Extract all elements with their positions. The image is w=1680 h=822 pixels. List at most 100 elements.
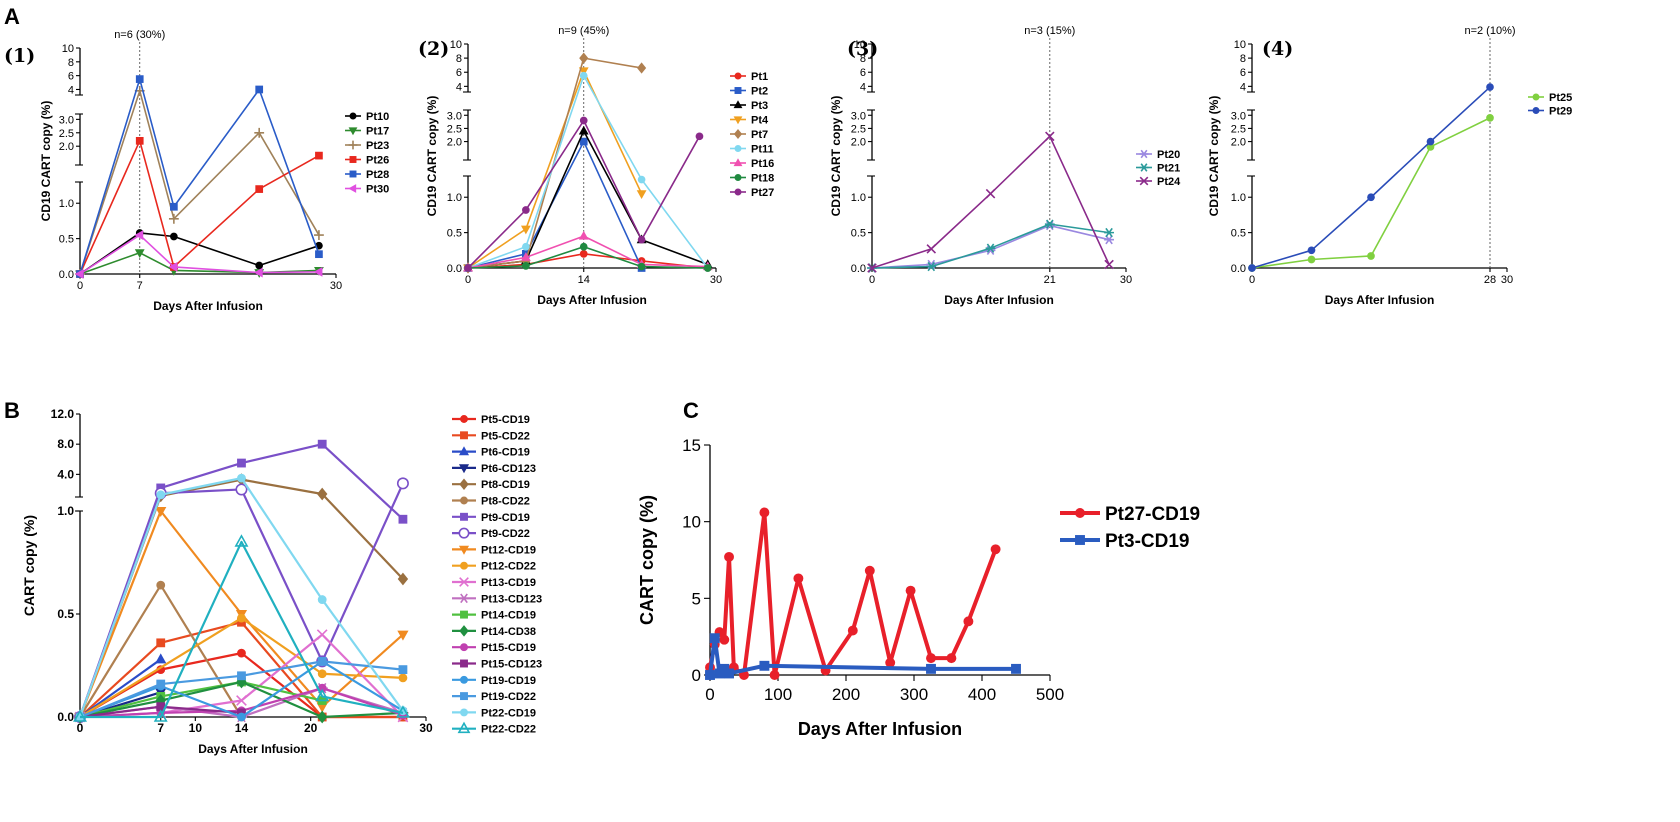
- legend-marker: [348, 127, 358, 136]
- x-tick-label: 200: [832, 685, 860, 704]
- legend-marker: [458, 593, 470, 604]
- panel-letter-b: B: [4, 398, 20, 423]
- x-tick-label: 0: [77, 721, 84, 735]
- legend-entry-pt6-cd123: Pt6-CD123: [452, 463, 536, 475]
- series-pt24: [867, 131, 1114, 273]
- data-point: [395, 705, 410, 718]
- data-point: [135, 75, 144, 83]
- y-tick-label: 10: [682, 513, 701, 532]
- legend-marker: [1139, 176, 1149, 186]
- legend-label: Pt28: [366, 169, 389, 181]
- y-tick-label: 8: [1240, 53, 1246, 65]
- data-point: [235, 483, 248, 496]
- x-tick-label: 10: [189, 721, 203, 735]
- data-point: [926, 244, 937, 254]
- series-pt28: [76, 75, 323, 278]
- y-tick-label: 2.0: [1231, 137, 1246, 149]
- y-tick-label: 4: [860, 81, 866, 93]
- x-tick-label: 30: [330, 280, 342, 292]
- legend: Pt27-CD19 Pt3-CD19: [1060, 504, 1200, 552]
- data-point: [963, 616, 974, 627]
- legend-label: Pt9-CD22: [481, 528, 530, 540]
- data-point: [398, 673, 408, 683]
- data-point: [520, 225, 531, 235]
- series-pt11: [464, 71, 712, 272]
- data-point: [255, 185, 264, 193]
- y-tick-label: 0.5: [1231, 228, 1246, 240]
- data-point: [156, 638, 166, 648]
- data-point: [1045, 131, 1055, 142]
- y-tick-label: 6: [68, 71, 74, 83]
- data-point: [156, 702, 166, 712]
- y-tick-label: 0.5: [59, 234, 74, 246]
- legend-entry-pt8-cd19: Pt8-CD19: [452, 478, 530, 491]
- legend-label: Pt15-CD123: [481, 659, 542, 671]
- legend-label: Pt1: [751, 71, 768, 83]
- x-tick-label: 30: [1501, 274, 1513, 286]
- data-point: [1104, 259, 1114, 270]
- series-line: [79, 140, 320, 275]
- legend-label: Pt16: [751, 158, 774, 170]
- legend-entry-pt1: Pt1: [730, 71, 768, 83]
- data-point: [637, 62, 647, 74]
- data-point: [578, 230, 589, 240]
- legend-entry-pt15-cd19: Pt15-CD19: [452, 642, 536, 654]
- legend: Pt10 Pt17 Pt23 Pt26 Pt28 Pt30: [345, 111, 389, 196]
- data-point: [926, 261, 937, 272]
- data-point: [237, 671, 246, 681]
- data-point: [237, 648, 246, 658]
- legend-marker: [460, 431, 468, 440]
- y-tick-label: 2.5: [851, 123, 866, 135]
- data-point: [317, 487, 328, 501]
- x-tick-label: 7: [137, 280, 143, 292]
- legend-label: Pt14-CD19: [481, 610, 536, 622]
- legend-label: Pt4: [751, 115, 769, 127]
- series-line: [871, 224, 1110, 269]
- series-pt21: [867, 219, 1114, 273]
- data-point: [135, 136, 144, 145]
- x-tick-label: 0: [77, 280, 83, 292]
- series-pt20: [867, 220, 1114, 273]
- data-point: [905, 585, 916, 596]
- legend-entry-pt14-cd38: Pt14-CD38: [452, 625, 536, 638]
- legend-marker: [459, 577, 469, 587]
- y-tick-label: 4: [456, 81, 462, 93]
- y-tick-label: 8: [456, 53, 462, 65]
- legend-label: Pt8-CD19: [481, 479, 530, 491]
- y-tick-label: 6: [456, 67, 462, 79]
- y-tick-label: 0.5: [57, 607, 74, 621]
- data-point: [719, 634, 730, 645]
- data-point: [1367, 193, 1375, 202]
- series-line: [79, 251, 319, 275]
- data-point: [637, 235, 646, 244]
- legend-marker: [1532, 107, 1540, 114]
- data-point: [1426, 137, 1435, 146]
- legend-entry-pt28: Pt28: [345, 169, 389, 181]
- data-point: [153, 709, 168, 722]
- legend-label: Pt25: [1549, 92, 1572, 104]
- x-tick-label: 30: [1120, 274, 1132, 286]
- data-point: [637, 262, 646, 271]
- x-tick-label: 500: [1036, 685, 1064, 704]
- legend-label: Pt23: [366, 140, 389, 152]
- legend-label: Pt22-CD22: [481, 724, 536, 736]
- y-tick-label: 4: [68, 84, 74, 96]
- y-tick-label: 1.0: [57, 504, 74, 518]
- legend-label: Pt5-CD19: [481, 414, 530, 426]
- data-point: [1486, 114, 1494, 122]
- y-tick-label: 0.0: [57, 710, 74, 724]
- data-point: [769, 670, 780, 680]
- legend-label: Pt6-CD123: [481, 463, 536, 475]
- legend-entry-pt5-cd22: Pt5-CD22: [452, 430, 530, 442]
- data-point: [317, 595, 327, 604]
- data-point: [867, 263, 877, 273]
- legend-marker: [458, 527, 470, 539]
- legend-label: Pt30: [366, 184, 389, 196]
- legend-entry-pt29: Pt29: [1528, 106, 1572, 118]
- legend-label: Pt12-CD19: [481, 544, 536, 556]
- y-axis-label: CD19 CART copy (%): [425, 96, 439, 217]
- y-tick-label: 1.0: [851, 192, 866, 204]
- legend-marker: [460, 643, 468, 652]
- series-line: [79, 90, 320, 275]
- legend-marker: [460, 610, 468, 619]
